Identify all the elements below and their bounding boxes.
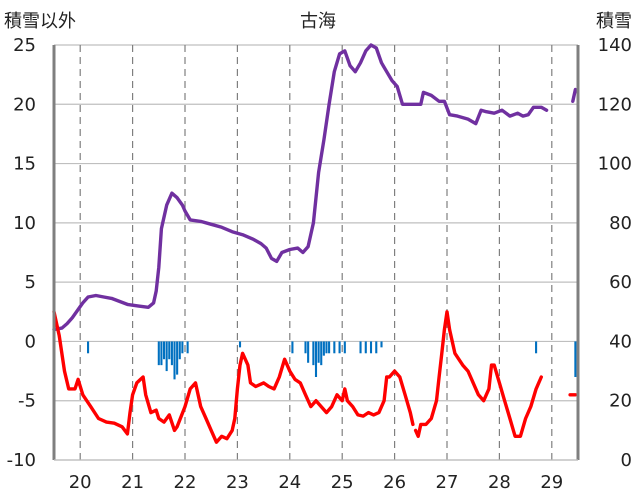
left-axis-label: 積雪以外 [4,11,76,32]
precipitation-bar [343,341,346,354]
precipitation-bar [364,341,367,354]
plot-frame [52,45,580,461]
precipitation-bar [322,341,325,356]
precipitation-bar [176,341,179,375]
x-tick-label: 24 [278,472,301,493]
right-tick-label: 100 [598,154,632,175]
right-tick-label: 140 [598,35,632,56]
temperature-line [52,310,578,444]
precipitation-bar [178,341,181,360]
chart-title: 古海 [300,11,336,32]
x-axis-ticks: 20 21 22 23 24 25 26 27 28 29 [69,472,564,493]
precipitation-bar [317,341,320,363]
x-tick-label: 20 [69,472,92,493]
precipitation-bar [333,341,336,354]
right-tick-label: 20 [609,391,632,412]
precipitation-bar [314,341,318,377]
left-axis-ticks: 25 20 15 10 5 0 -5 -10 [7,35,36,471]
x-tick-label: 22 [174,472,197,493]
precipitation-bar [87,341,90,354]
precipitation-bar [181,341,184,354]
right-tick-label: 40 [609,331,632,352]
left-tick-label: 25 [13,35,36,56]
precipitation-bar [535,341,538,354]
right-axis-label: 積雪 [596,11,632,32]
series-lines [52,43,578,444]
grid [54,44,578,461]
x-tick-label: 29 [540,472,563,493]
precipitation-bar [291,341,294,354]
left-tick-label: -5 [18,391,36,412]
precipitation-bar [238,341,242,348]
precipitation-bar [304,341,307,354]
precipitation-bar [359,341,362,354]
snow_depth-line [52,43,578,332]
precipitation-bar [186,341,189,354]
precipitation-bar [328,341,331,354]
precipitation-bar [165,341,168,372]
x-tick-label: 27 [436,472,459,493]
precipitation-bars [87,341,577,380]
x-tick-label: 28 [488,472,511,493]
x-tick-label: 21 [121,472,144,493]
precipitation-bar [369,341,373,354]
precipitation-bar [168,341,171,360]
right-tick-label: 120 [598,94,632,115]
right-tick-label: 0 [621,450,632,471]
left-tick-label: 10 [13,213,36,234]
precipitation-bar [160,341,163,366]
precipitation-bar [380,341,383,348]
right-axis-ticks: 140 120 100 80 60 40 20 0 [598,35,632,471]
precipitation-bar [312,341,315,366]
precipitation-bar [173,341,176,380]
x-tick-label: 26 [383,472,406,493]
left-tick-label: 15 [13,154,36,175]
right-tick-label: 60 [609,272,632,293]
precipitation-bar [375,341,378,354]
x-tick-label: 23 [226,472,249,493]
precipitation-bar [157,341,160,366]
precipitation-bar [307,341,310,363]
precipitation-bar [338,341,341,354]
right-tick-label: 80 [609,213,632,234]
left-tick-label: 5 [25,272,36,293]
x-tick-label: 25 [331,472,354,493]
precipitation-bar [320,341,323,366]
left-tick-label: 0 [25,331,36,352]
left-tick-label: 20 [13,94,36,115]
precipitation-bar [170,341,173,366]
precipitation-bar [325,341,328,354]
precipitation-bar [162,341,166,360]
precipitation-bar [574,341,577,377]
left-tick-label: -10 [7,450,36,471]
